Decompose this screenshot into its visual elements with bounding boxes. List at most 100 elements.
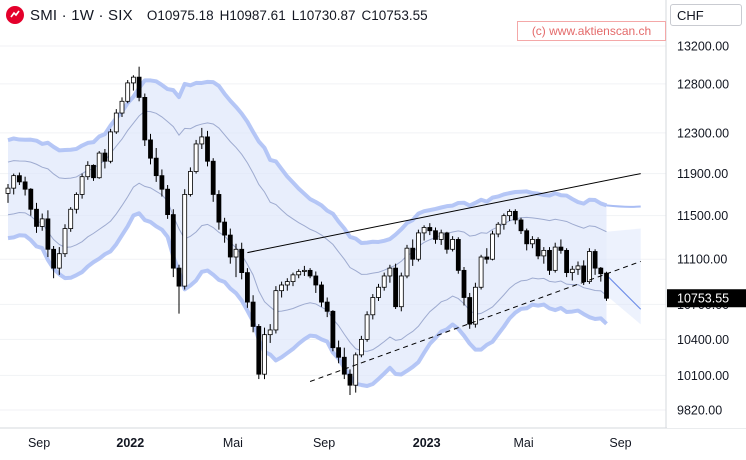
candle-body	[433, 230, 438, 240]
candle-body	[495, 223, 501, 235]
projection-upper	[606, 204, 641, 208]
price-tick-label: 11100.00	[677, 253, 727, 267]
candle-body	[512, 210, 518, 221]
price-axis[interactable]: 9820.0010100.0010400.0010700.0011100.001…	[667, 30, 746, 428]
low-value: 10730.87	[299, 7, 356, 23]
candle-body	[604, 272, 609, 299]
currency-selector[interactable]: CHF	[670, 4, 742, 26]
candle-body	[421, 227, 427, 234]
candle-body	[39, 218, 45, 227]
candle-body	[176, 267, 182, 287]
candle-body	[244, 272, 250, 303]
candle-body	[313, 275, 319, 286]
candle-body	[307, 269, 313, 277]
candle-body	[461, 269, 467, 298]
band-inner-lower	[7, 182, 607, 352]
price-tick-label: 9820.00	[677, 404, 722, 418]
candle-body	[130, 76, 136, 84]
candle-body	[530, 239, 535, 245]
candle-body	[341, 356, 347, 375]
candle-body	[444, 232, 450, 250]
candle-body	[233, 248, 239, 258]
time-tick-label: 2022	[116, 436, 144, 450]
candle-body	[438, 232, 444, 240]
candle-body	[552, 246, 558, 271]
candle-body	[558, 246, 564, 251]
trendline-solid[interactable]	[247, 173, 641, 254]
candle-body	[490, 233, 495, 260]
price-tick-label: 13200.00	[677, 40, 729, 54]
candle-body	[153, 157, 159, 177]
high-value: 10987.61	[229, 7, 286, 23]
time-tick-label: 2023	[413, 436, 441, 450]
last-price-marker: 10753.55	[667, 289, 746, 308]
candle-body	[170, 214, 176, 269]
candle-body	[159, 175, 165, 190]
candle-body	[358, 338, 364, 356]
candle-body	[56, 253, 62, 269]
candle-body	[547, 249, 552, 271]
time-tick-label: Sep	[609, 436, 631, 450]
price-axis-bg	[667, 30, 746, 428]
band-projection	[606, 228, 641, 325]
candle-body	[165, 188, 171, 215]
candle-body	[478, 256, 484, 288]
candle-body	[381, 275, 387, 288]
candle-body	[535, 239, 541, 257]
keltner-bands	[7, 78, 642, 389]
candle-body	[187, 171, 193, 195]
candle-body	[587, 251, 592, 282]
candle-body	[182, 194, 188, 287]
candle-body	[273, 290, 279, 331]
candle-body	[290, 274, 296, 282]
time-tick-label: Sep	[28, 436, 50, 450]
candle-body	[472, 286, 478, 325]
time-axis[interactable]: Sep 2022 Mai Sep 2023 Mai Sep	[28, 436, 632, 450]
candle-body	[28, 188, 34, 210]
band-fill	[8, 80, 607, 387]
candle-body	[404, 247, 410, 277]
candle-body	[575, 265, 581, 270]
last-price-label: 10753.55	[677, 292, 729, 306]
candle-body	[16, 175, 22, 183]
candlestick-series	[5, 66, 609, 396]
candle-body	[541, 249, 547, 257]
candle-body	[68, 208, 74, 229]
candle-body	[370, 297, 376, 316]
candle-body	[102, 152, 108, 162]
candle-body	[85, 164, 91, 178]
candle-body	[256, 326, 262, 375]
trendline-dashed[interactable]	[309, 260, 641, 382]
candle-body	[210, 160, 216, 195]
candle-body	[239, 248, 245, 274]
candle-body	[22, 181, 28, 190]
candle-body	[518, 219, 524, 232]
candle-body	[501, 215, 507, 225]
candle-body	[484, 256, 490, 260]
price-tick-label: 12800.00	[677, 77, 729, 91]
candle-body	[267, 329, 273, 336]
candle-body	[45, 218, 51, 250]
exchange-logo-icon	[6, 6, 24, 24]
candle-body	[11, 175, 17, 189]
candle-body	[142, 97, 148, 141]
band-outer-lower	[7, 211, 608, 389]
candle-body	[319, 284, 324, 303]
candle-body	[376, 286, 381, 298]
price-tick-label: 10100.00	[677, 369, 729, 383]
symbol-title[interactable]: SMI · 1W · SIX	[30, 6, 133, 24]
candle-body	[427, 227, 433, 232]
candle-body	[96, 152, 102, 179]
candle-body	[336, 347, 342, 358]
low-label: L	[291, 7, 300, 23]
close-label: C	[361, 7, 372, 23]
candle-body	[450, 239, 456, 250]
candle-body	[199, 136, 205, 145]
candle-body	[148, 139, 153, 159]
candle-body	[415, 232, 421, 260]
candle-body	[227, 234, 233, 258]
candle-body	[569, 268, 575, 274]
candle-body	[347, 373, 353, 386]
candle-body	[79, 176, 85, 195]
